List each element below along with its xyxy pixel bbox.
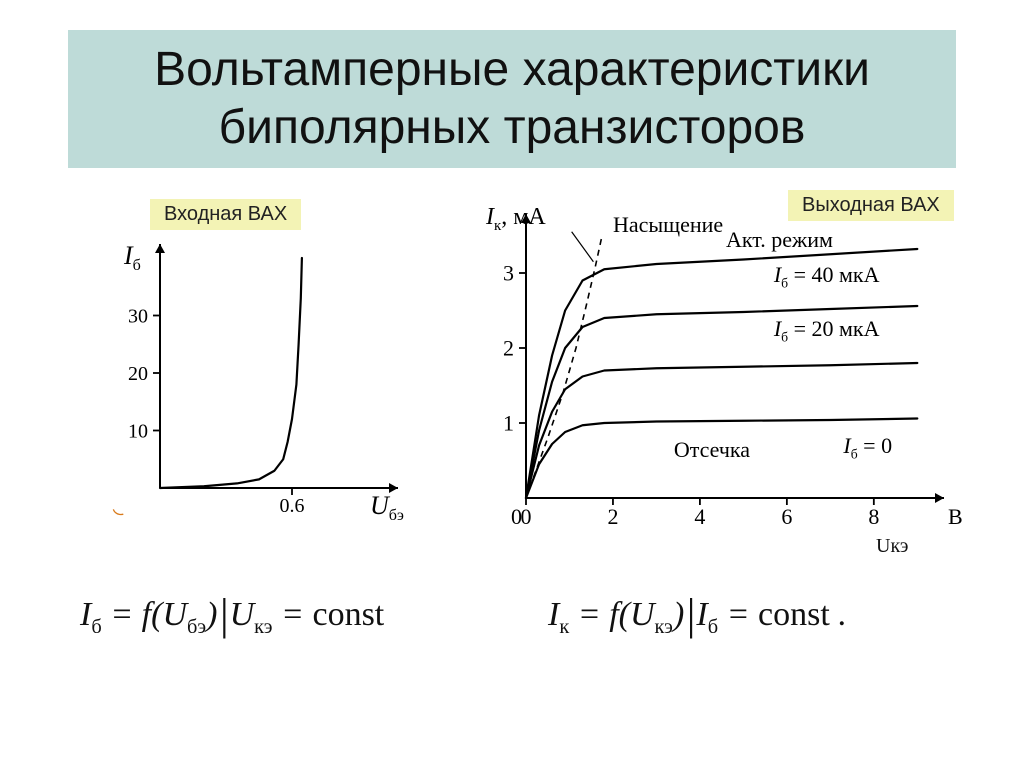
uke-label: Uкэ xyxy=(876,535,908,558)
svg-text:Насыщение: Насыщение xyxy=(613,212,723,237)
svg-text:20: 20 xyxy=(128,363,148,385)
output-characteristic-chart: 02468123Iк, мАВ0НасыщениеАкт. режимОтсеч… xyxy=(470,200,950,520)
svg-text:Iб: Iб xyxy=(123,241,141,274)
svg-text:0: 0 xyxy=(511,504,522,529)
svg-text:4: 4 xyxy=(694,504,705,529)
svg-text:Iк, мА: Iк, мА xyxy=(485,204,546,234)
svg-text:В: В xyxy=(948,504,963,529)
svg-text:0: 0 xyxy=(521,504,532,529)
svg-text:2: 2 xyxy=(503,336,514,361)
page-title: Вольтамперные характеристики биполярных … xyxy=(68,41,956,156)
svg-text:Uбэ: Uбэ xyxy=(370,491,404,524)
svg-text:Iб = 0: Iб = 0 xyxy=(842,433,892,461)
svg-text:Акт. режим: Акт. режим xyxy=(726,227,833,252)
svg-text:1: 1 xyxy=(503,411,514,436)
formula-input: Iб = f(Uбэ)|Uкэ = const xyxy=(80,585,384,639)
svg-text:6: 6 xyxy=(781,504,792,529)
svg-text:Iб = 40 мкА: Iб = 40 мкА xyxy=(773,262,880,290)
input-vah-tag: Входная ВАХ xyxy=(150,199,301,230)
svg-text:10: 10 xyxy=(128,421,148,443)
svg-text:Отсечка: Отсечка xyxy=(674,437,750,462)
svg-text:3: 3 xyxy=(503,261,514,286)
svg-text:8: 8 xyxy=(868,504,879,529)
formula-output: Iк = f(Uкэ)|Iб = const . xyxy=(548,585,847,639)
svg-text:2: 2 xyxy=(607,504,618,529)
page-title-band: Вольтамперные характеристики биполярных … xyxy=(68,30,956,168)
svg-text:30: 30 xyxy=(128,306,148,328)
input-characteristic-chart: 0.6102030IбUбэ xyxy=(110,228,410,518)
svg-text:0.6: 0.6 xyxy=(280,495,305,517)
svg-text:Iб = 20 мкА: Iб = 20 мкА xyxy=(773,316,880,344)
